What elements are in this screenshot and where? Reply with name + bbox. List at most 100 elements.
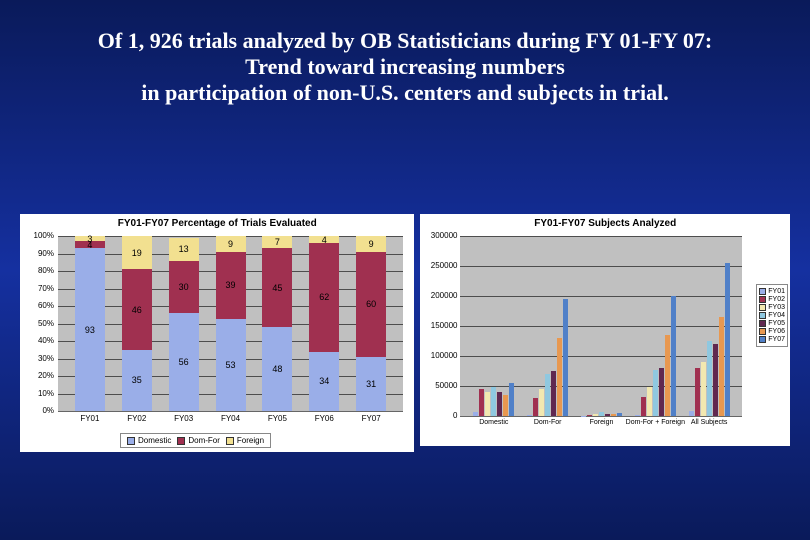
bar-value-label: 4: [322, 235, 327, 245]
legend-label: FY03: [768, 304, 785, 311]
legend-label: FY02: [768, 296, 785, 303]
bar-segment: 48: [262, 327, 292, 411]
bar-segment: 53: [216, 319, 246, 411]
grouped-bar: [509, 383, 514, 416]
bar-value-label: 62: [319, 292, 329, 302]
grouped-bar: [611, 414, 616, 416]
bar-segment: 31: [356, 357, 386, 411]
bar-segment: 35: [122, 350, 152, 411]
x-axis-label: Dom-For: [534, 419, 562, 426]
legend-item-domestic: Domestic: [127, 436, 171, 445]
title-line-2: Trend toward increasing numbers: [80, 54, 730, 80]
swatch-icon: [177, 437, 185, 445]
swatch-icon: [226, 437, 234, 445]
legend-item: FY07: [759, 336, 785, 343]
x-axis-label: Foreign: [590, 419, 614, 426]
bar-segment: 13: [169, 238, 199, 261]
y-axis-label: 0%: [24, 406, 54, 415]
bar-group: [473, 383, 514, 416]
legend-label: FY07: [768, 336, 785, 343]
grouped-bar: [503, 395, 508, 416]
bar-value-label: 45: [272, 283, 282, 293]
bar-segment: 4: [309, 236, 339, 243]
y-axis-label: 300000: [422, 231, 457, 240]
x-axis-label: FY06: [315, 414, 334, 423]
legend-item: FY05: [759, 320, 785, 327]
y-axis-label: 20%: [24, 371, 54, 380]
bar-segment: 56: [169, 313, 199, 411]
x-axis-label: FY01: [80, 414, 99, 423]
legend-item: FY06: [759, 328, 785, 335]
x-axis-label: Domestic: [479, 419, 508, 426]
legend-item-foreign: Foreign: [226, 436, 264, 445]
bar-segment: 46: [122, 269, 152, 350]
legend-label: Domestic: [138, 436, 171, 445]
left-chart-title: FY01-FY07 Percentage of Trials Evaluated: [20, 214, 414, 231]
y-axis-label: 40%: [24, 336, 54, 345]
legend-item: FY01: [759, 288, 785, 295]
y-axis-label: 60%: [24, 301, 54, 310]
legend-item: FY02: [759, 296, 785, 303]
y-axis-label: 50000: [422, 381, 457, 390]
grouped-bar: [497, 392, 502, 416]
bar-segment: 9: [216, 236, 246, 252]
grouped-bar: [551, 371, 556, 416]
legend-item: FY03: [759, 304, 785, 311]
x-axis-label: FY02: [127, 414, 146, 423]
slide-title: Of 1, 926 trials analyzed by OB Statisti…: [40, 10, 770, 116]
grouped-bar: [593, 414, 598, 416]
grouped-bar: [473, 412, 478, 416]
grouped-bar: [647, 387, 652, 416]
legend-label: Dom-For: [188, 436, 220, 445]
bar-group: [689, 263, 730, 416]
grouped-bar: [719, 317, 724, 416]
y-axis-label: 10%: [24, 389, 54, 398]
bar-value-label: 56: [179, 357, 189, 367]
stacked-bar: 35 46 19: [122, 236, 152, 411]
grouped-bar: [539, 389, 544, 416]
bar-segment: 3: [75, 236, 105, 241]
bar-group: [635, 296, 676, 416]
right-chart-panel: FY01-FY07 Subjects Analyzed FY01FY02FY03…: [420, 214, 790, 446]
x-axis-label: Dom-For + Foreign: [626, 419, 685, 426]
charts-row: FY01-FY07 Percentage of Trials Evaluated…: [20, 214, 790, 452]
stacked-bar: 56 30 13: [169, 236, 199, 411]
bar-segment: 93: [75, 248, 105, 411]
x-axis-label: FY07: [362, 414, 381, 423]
stacked-bar: 34624: [309, 236, 339, 411]
bar-value-label: 46: [132, 305, 142, 315]
left-legend: Domestic Dom-For Foreign: [120, 433, 271, 448]
swatch-icon: [759, 328, 766, 335]
right-plot-area: [460, 236, 742, 416]
grouped-bar: [617, 413, 622, 416]
y-axis-label: 90%: [24, 249, 54, 258]
grouped-bar: [527, 415, 532, 416]
bar-segment: 60: [356, 252, 386, 357]
bar-value-label: 13: [179, 244, 189, 254]
legend-label: FY04: [768, 312, 785, 319]
bar-value-label: 9: [369, 239, 374, 249]
bar-value-label: 31: [366, 379, 376, 389]
bar-value-label: 19: [132, 248, 142, 258]
grouped-bar: [665, 335, 670, 416]
bar-value-label: 30: [179, 282, 189, 292]
grouped-bar: [557, 338, 562, 416]
grouped-bar: [659, 368, 664, 416]
grouped-bar: [545, 374, 550, 416]
y-axis-label: 30%: [24, 354, 54, 363]
title-line-1: Of 1, 926 trials analyzed by OB Statisti…: [80, 28, 730, 54]
y-axis-label: 100%: [24, 231, 54, 240]
grouped-bar: [713, 344, 718, 416]
grouped-bar: [491, 387, 496, 416]
grouped-bar: [605, 414, 610, 416]
x-axis-label: All Subjects: [691, 419, 728, 426]
grouped-bar: [479, 389, 484, 416]
y-axis-label: 100000: [422, 351, 457, 360]
bar-group: [527, 299, 568, 416]
y-axis-label: 50%: [24, 319, 54, 328]
grouped-bar: [599, 412, 604, 416]
right-chart-title: FY01-FY07 Subjects Analyzed: [420, 214, 790, 231]
grouped-bar: [533, 398, 538, 416]
bar-segment: 62: [309, 243, 339, 352]
swatch-icon: [759, 288, 766, 295]
